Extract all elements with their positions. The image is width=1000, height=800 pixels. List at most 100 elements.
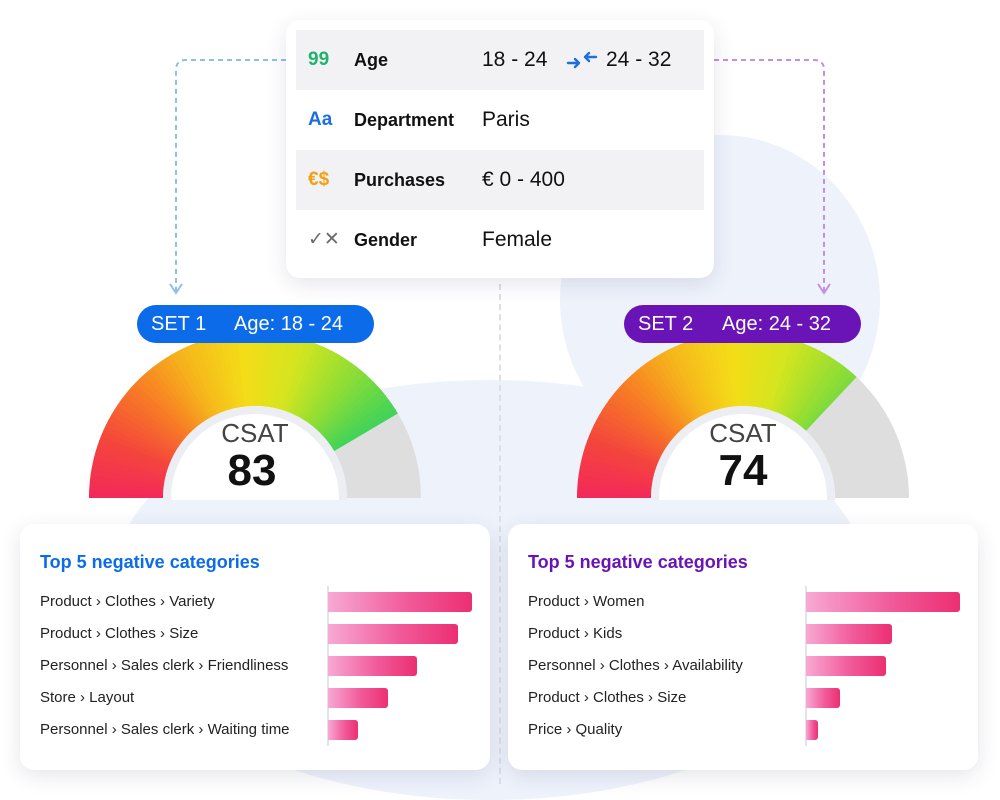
set-1-pill[interactable]: SET 1 Age: 18 - 24 <box>137 305 374 343</box>
gauge-fill-segment <box>123 390 185 442</box>
gauge-fill-segment <box>324 390 386 442</box>
category-bar <box>806 656 887 676</box>
gauge-fill-segment <box>596 414 664 456</box>
currency-icon: €$ <box>308 169 330 190</box>
gauge-fill-segment <box>117 399 181 447</box>
gauge-fill-segment <box>785 350 826 419</box>
filter-value-compare: 24 - 32 <box>606 48 672 71</box>
category-row[interactable]: Personnel › Clothes › Availability <box>528 650 968 682</box>
gauge-fill-segment <box>640 363 690 426</box>
gauge-fill-segment <box>735 332 744 407</box>
gauge-fill-segment <box>593 419 663 458</box>
category-label: Product › Kids <box>528 625 623 642</box>
category-row[interactable]: Personnel › Sales clerk › Friendliness <box>40 650 480 682</box>
gauge-fill-segment <box>332 408 398 452</box>
filter-row-department[interactable]: Aa Department Paris <box>296 90 704 150</box>
gauge-fill-segment <box>303 356 349 422</box>
gauge-fill-segment <box>664 348 703 418</box>
gauge-fill-segment <box>186 343 221 415</box>
set-2-pill[interactable]: SET 2 Age: 24 - 32 <box>624 305 861 343</box>
gauge-fill-segment <box>105 418 175 458</box>
gauge-fill-segment <box>707 334 728 409</box>
gauge-fill-segment <box>236 332 249 407</box>
filter-card: 99 Age 18 - 24 24 - 32 Aa Department Par… <box>286 20 714 278</box>
gauge-fill-segment <box>801 369 854 430</box>
gauge-fill-segment <box>631 370 685 430</box>
gauge-fill-segment <box>318 377 375 435</box>
gauge-fill-segment <box>591 424 661 461</box>
gauge-fill-segment <box>326 394 390 444</box>
filter-value: Paris <box>482 108 530 131</box>
gauge-fill-segment <box>294 348 334 417</box>
category-row[interactable]: Personnel › Sales clerk › Waiting time <box>40 714 480 746</box>
gauge-fill-segment <box>320 381 379 437</box>
category-row[interactable]: Product › Clothes › Variety <box>40 586 480 618</box>
gauge-fill-segment <box>308 362 358 426</box>
compare-arrows-icon <box>566 51 598 69</box>
gauge-fill-segment <box>649 356 695 423</box>
gauge-label: CSAT <box>221 418 289 448</box>
gauge-fill-segment <box>608 395 671 445</box>
boolean-icon: ✓✕ <box>308 229 340 250</box>
filter-label: Purchases <box>354 170 446 190</box>
gauge-fill-segment <box>131 381 190 437</box>
gauge-fill-segment <box>685 339 715 412</box>
filter-row-purchases[interactable]: €$ Purchases € 0 - 400 <box>296 150 704 210</box>
category-label: Personnel › Clothes › Availability <box>528 657 743 674</box>
gauge-fill-segment <box>659 351 701 419</box>
category-row[interactable]: Product › Women <box>528 586 968 618</box>
gauge-fill-segment <box>601 404 668 450</box>
numeric-icon: 99 <box>308 49 330 70</box>
connector-left <box>175 59 286 292</box>
category-row[interactable]: Product › Kids <box>528 618 968 650</box>
filter-row-age[interactable]: 99 Age 18 - 24 24 - 32 <box>296 30 704 90</box>
category-bar <box>806 592 960 612</box>
gauge-fill-segment <box>674 343 709 415</box>
gauge-fill-segment <box>788 353 831 420</box>
gauge-fill-segment <box>100 429 172 464</box>
connector-right <box>714 59 825 292</box>
category-bar <box>328 656 418 676</box>
category-label: Product › Women <box>528 593 645 610</box>
gauge-fill-segment <box>166 353 210 421</box>
gauge-fill-segment <box>219 334 240 409</box>
gauge-fill-segment <box>679 341 712 413</box>
category-bar <box>328 624 458 644</box>
gauge-fill-segment <box>313 369 367 430</box>
gauge-fill-segment <box>635 366 687 428</box>
gauge-fill-segment <box>161 356 207 422</box>
filter-row-gender[interactable]: ✓✕ Gender Female <box>296 210 704 270</box>
gauge-fill-segment <box>605 399 669 447</box>
gauge-fill-segment <box>796 362 845 426</box>
gauge-fill-segment <box>322 385 383 439</box>
negative-categories-card-set-1: Top 5 negative categories Product › Clot… <box>20 524 490 770</box>
gauge-fill-segment <box>181 345 219 416</box>
gauge-fill-segment <box>790 356 836 422</box>
gauge-fill-segment <box>623 377 680 435</box>
gauge-fill-segment <box>330 403 396 450</box>
gauge-label: CSAT <box>709 418 777 448</box>
category-row[interactable]: Store › Layout <box>40 682 480 714</box>
category-row[interactable]: Price › Quality <box>528 714 968 746</box>
gauge-fill-segment <box>305 359 353 424</box>
filter-value: € 0 - 400 <box>482 168 565 191</box>
gauge-fill-segment <box>690 338 718 411</box>
category-row[interactable]: Product › Clothes › Size <box>528 682 968 714</box>
gauge-fill-segment <box>724 332 737 407</box>
gauge-fill-segment <box>248 332 256 407</box>
category-row[interactable]: Product › Clothes › Size <box>40 618 480 650</box>
gauge-fill-segment <box>208 336 234 410</box>
gauge-value: 83 <box>227 446 277 495</box>
gauge-fill-segment <box>202 338 231 411</box>
gauge-fill-segment <box>779 345 816 416</box>
csat-gauge-set-2 <box>577 332 909 500</box>
gauge-fill-segment <box>782 347 821 417</box>
gauge-fill-segment <box>176 348 216 417</box>
gauge-fill-segment <box>285 341 318 413</box>
gauge-remainder <box>805 376 909 498</box>
gauge-fill-segment <box>171 350 213 419</box>
filter-label: Age <box>354 50 389 70</box>
gauge-inner-circle <box>659 414 827 500</box>
filter-label: Department <box>354 110 455 130</box>
